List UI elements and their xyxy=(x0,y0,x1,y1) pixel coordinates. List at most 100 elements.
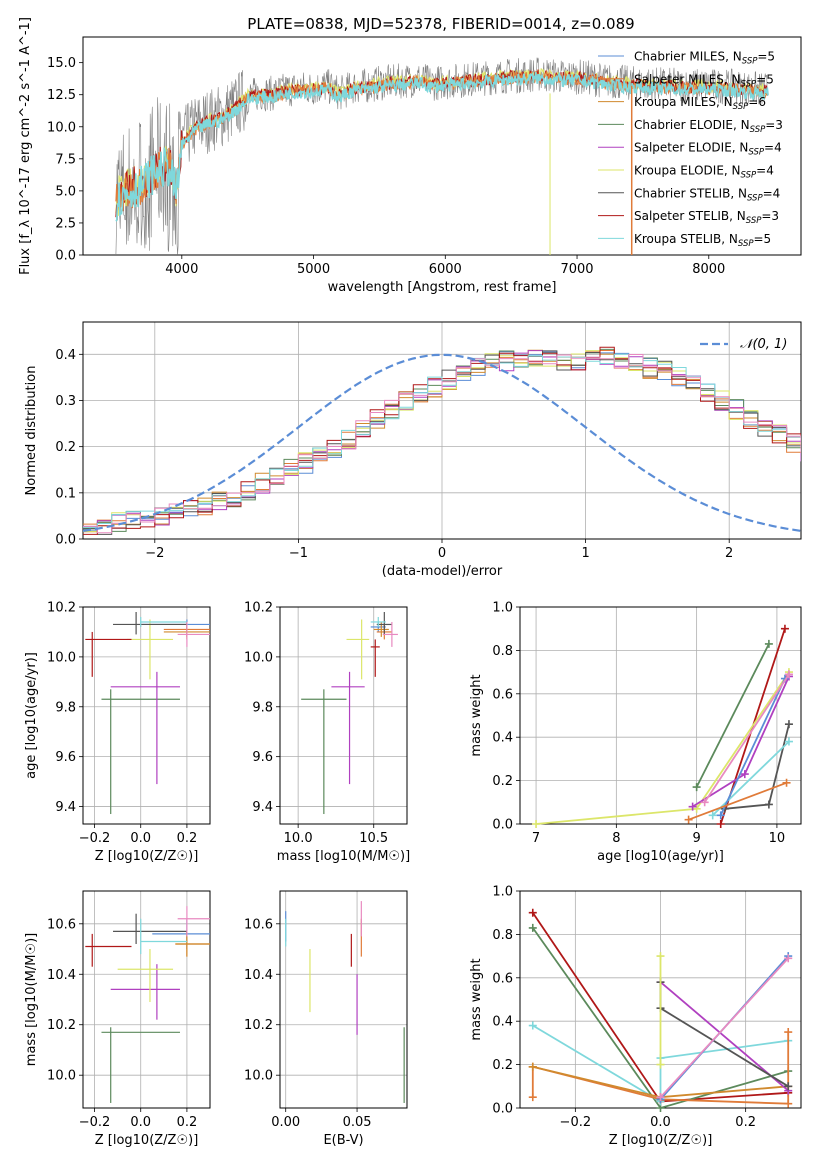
x-tick-label: −0.2 xyxy=(79,831,111,846)
axes-frame xyxy=(279,890,408,1109)
axes-frame xyxy=(519,606,802,825)
weight-marker xyxy=(528,1093,537,1102)
weight-marker xyxy=(528,1062,537,1071)
y-axis-label: Flux [f_λ 10^-17 erg cm^-2 s^-1 A^-1] xyxy=(18,17,33,275)
model-spectrum xyxy=(115,71,769,222)
errorbars xyxy=(85,906,210,1103)
x-tick-label: 0 xyxy=(438,546,446,561)
weight-series xyxy=(695,643,770,788)
y-tick-label: 9.6 xyxy=(55,750,76,765)
legend-value: =4 xyxy=(756,164,774,178)
y-tick-label: 10.0 xyxy=(47,650,76,665)
y-tick-label: 1.0 xyxy=(492,885,513,900)
weight-series xyxy=(532,1024,789,1104)
x-axis-label: Z [log10(Z/Z☉)] xyxy=(609,1133,713,1148)
histogram-series xyxy=(83,353,801,528)
legend-label: Chabrier STELIB, NSSP=4 xyxy=(634,186,780,203)
weight-marker xyxy=(784,737,793,746)
x-tick-label: 8 xyxy=(612,831,620,846)
x-tick-label: −2 xyxy=(145,546,164,561)
legend-label: Salpeter ELODIE, NSSP=4 xyxy=(634,141,782,158)
weight-marker xyxy=(780,624,789,633)
weight-marker xyxy=(700,798,709,807)
y-tick-label: 9.4 xyxy=(55,800,76,815)
y-tick-label: 10.0 xyxy=(47,120,76,135)
axes-frame xyxy=(82,36,802,256)
errorbars xyxy=(301,611,398,815)
weight-marker xyxy=(784,1099,793,1108)
y-tick-label: 10.6 xyxy=(47,917,76,932)
x-axis-label: Z [log10(Z/Z☉)] xyxy=(95,849,199,864)
x-tick-label: 0.2 xyxy=(735,1115,756,1130)
y-tick-label: 9.6 xyxy=(252,750,273,765)
weight-series xyxy=(703,673,790,803)
x-axis-label: wavelength [Angstrom, rest frame] xyxy=(328,280,557,295)
weight-marker xyxy=(656,1093,665,1102)
x-tick-label: 5000 xyxy=(297,262,330,277)
y-tick-label: 0.0 xyxy=(492,818,513,833)
weight-marker xyxy=(784,670,793,679)
y-tick-label: 0.0 xyxy=(55,249,76,264)
subscript: SSP xyxy=(742,57,758,67)
weight-marker xyxy=(528,923,537,932)
histograms xyxy=(83,346,801,535)
y-tick-label: 10.2 xyxy=(47,601,76,616)
weight-marker xyxy=(784,1028,793,1037)
legend-label: Chabrier ELODIE, NSSP=3 xyxy=(634,118,783,135)
subscript: SSP xyxy=(746,216,762,226)
y-tick-label: 0.4 xyxy=(55,348,76,363)
x-tick-label: 9 xyxy=(692,831,700,846)
x-tick-label: −0.2 xyxy=(79,1115,111,1130)
weight-marker xyxy=(782,778,791,787)
x-tick-label: 7 xyxy=(532,831,540,846)
legend-value: =3 xyxy=(765,118,783,132)
normal-curve xyxy=(83,353,801,532)
subscript: SSP xyxy=(741,79,757,89)
x-axis-label: Z [log10(Z/Z☉)] xyxy=(95,1133,199,1148)
x-tick-label: −1 xyxy=(289,546,308,561)
y-tick-label: 0.2 xyxy=(492,774,513,789)
y-tick-label: 0.8 xyxy=(492,928,513,943)
weight-marker xyxy=(688,802,697,811)
x-tick-label: 10 xyxy=(769,831,786,846)
y-tick-label: 0.2 xyxy=(492,1058,513,1073)
y-tick-label: 10.0 xyxy=(244,650,273,665)
x-tick-label: 1 xyxy=(581,546,589,561)
subscript: SSP xyxy=(738,239,754,249)
weight-marker xyxy=(532,820,541,828)
legend-value: =5 xyxy=(756,72,774,86)
weight-marker xyxy=(740,770,749,779)
legend-label: Kroupa ELODIE, NSSP=4 xyxy=(634,164,774,181)
histogram-series xyxy=(83,350,801,532)
x-axis-label: age [log10(age/yr)] xyxy=(597,849,724,864)
axes-frame xyxy=(82,606,211,825)
legend-label: Salpeter MILES, NSSP=5 xyxy=(634,72,774,89)
spectrum-lines xyxy=(115,57,769,255)
x-axis-label: (data-model)/error xyxy=(382,564,503,579)
y-axis-label: mass [log10(M/M☉)] xyxy=(24,933,39,1066)
weight-marker xyxy=(656,952,665,961)
x-tick-label: 8000 xyxy=(692,262,725,277)
y-tick-label: 7.5 xyxy=(55,152,76,167)
y-tick-label: 9.8 xyxy=(252,700,273,715)
subscript: SSP xyxy=(733,102,749,112)
y-tick-label: 10.4 xyxy=(244,968,273,983)
y-tick-label: 1.0 xyxy=(492,601,513,616)
y-tick-label: 0.2 xyxy=(55,440,76,455)
axes-frame xyxy=(82,890,211,1109)
y-tick-label: 0.0 xyxy=(492,1102,513,1117)
histogram-series xyxy=(83,354,801,534)
legend-label: Salpeter STELIB, NSSP=3 xyxy=(634,209,779,226)
weight-marker xyxy=(692,804,701,813)
x-axis-label: E(B-V) xyxy=(323,1133,363,1148)
weight-marker xyxy=(784,954,793,963)
y-tick-label: 10.4 xyxy=(47,968,76,983)
x-tick-label: 10.0 xyxy=(284,831,313,846)
subscript: SSP xyxy=(747,193,763,203)
x-tick-label: 7000 xyxy=(560,262,593,277)
weight-series xyxy=(688,781,787,821)
axes-frame xyxy=(82,321,802,540)
x-axis-label: mass [log10(M/M☉)] xyxy=(277,849,410,864)
weight-marker xyxy=(764,639,773,648)
subscript: SSP xyxy=(748,148,764,158)
